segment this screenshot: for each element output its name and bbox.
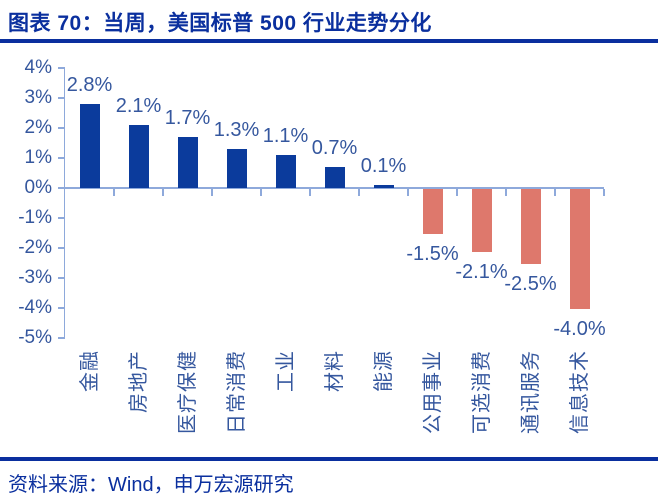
y-tick-label: -4% [18,297,52,318]
y-tick-mark [58,277,65,279]
bar-公用事业 [422,189,443,234]
y-tick-mark [58,217,65,219]
x-tick-mark [260,189,262,196]
y-tick-label: 0% [24,177,52,198]
x-tick-mark [554,189,556,196]
bar-chart: 4% 3% 2% 1% 0% -1% -2% -3% -4% -5% 2.8% 金融 2.1% 房地产 1.… [0,55,665,455]
y-tick-label: 4% [24,57,52,78]
bar-日常消费 [226,149,247,188]
x-tick-mark [603,189,605,196]
category-label: 通讯服务 [519,350,542,434]
x-tick-mark [407,189,409,196]
x-tick-mark [211,189,213,196]
title-rule [0,39,658,43]
x-tick-mark [113,189,115,196]
category-label: 公用事业 [421,350,444,434]
bar-可选消费 [471,189,492,252]
y-tick-label: -3% [18,267,52,288]
bar-value-label: 2.1% [115,95,162,117]
bar-工业 [275,155,296,188]
category-label: 能源 [372,350,395,392]
category-label: 医疗保健 [176,350,199,434]
bar-value-label: 1.1% [262,125,309,147]
category-label: 材料 [323,350,346,392]
bar-value-label: -4.0% [553,318,606,340]
y-tick-mark [58,187,65,189]
category-label: 信息技术 [568,350,591,434]
y-tick-mark [58,337,65,339]
bar-房地产 [128,125,149,188]
y-tick-label: -1% [18,207,52,228]
y-tick-label: 3% [24,87,52,108]
x-tick-mark [358,189,360,196]
bar-value-label: 2.8% [66,74,113,96]
bar-value-label: 1.3% [213,119,260,141]
bar-通讯服务 [520,189,541,264]
bar-value-label: -2.1% [455,261,508,283]
bar-金融 [79,104,100,188]
figure-title: 图表 70：当周，美国标普 500 行业走势分化 [8,12,432,35]
x-tick-mark [505,189,507,196]
category-label: 日常消费 [225,350,248,434]
bar-value-label: 0.1% [360,155,407,177]
y-axis-line [63,68,65,338]
y-tick-mark [58,97,65,99]
source-note: 资料来源：Wind，申万宏源研究 [8,474,294,496]
category-label: 房地产 [127,350,150,413]
bar-材料 [324,167,345,188]
y-tick-label: 2% [24,117,52,138]
x-tick-mark [456,189,458,196]
bar-能源 [373,185,394,188]
y-tick-label: -5% [18,327,52,348]
bar-value-label: -2.5% [504,273,557,295]
y-tick-mark [58,67,65,69]
y-tick-mark [58,127,65,129]
bar-value-label: -1.5% [406,243,459,265]
bar-医疗保健 [177,137,198,188]
bar-信息技术 [569,189,590,309]
category-label: 金融 [78,350,101,392]
category-label: 可选消费 [470,350,493,434]
x-tick-mark [309,189,311,196]
y-tick-mark [58,307,65,309]
bar-value-label: 0.7% [311,137,358,159]
y-tick-mark [58,247,65,249]
x-tick-mark [162,189,164,196]
source-rule [0,457,658,461]
y-tick-mark [58,157,65,159]
x-axis-line [65,187,604,189]
y-tick-label: 1% [24,147,52,168]
category-label: 工业 [274,350,297,392]
y-tick-label: -2% [18,237,52,258]
bar-value-label: 1.7% [164,107,211,129]
